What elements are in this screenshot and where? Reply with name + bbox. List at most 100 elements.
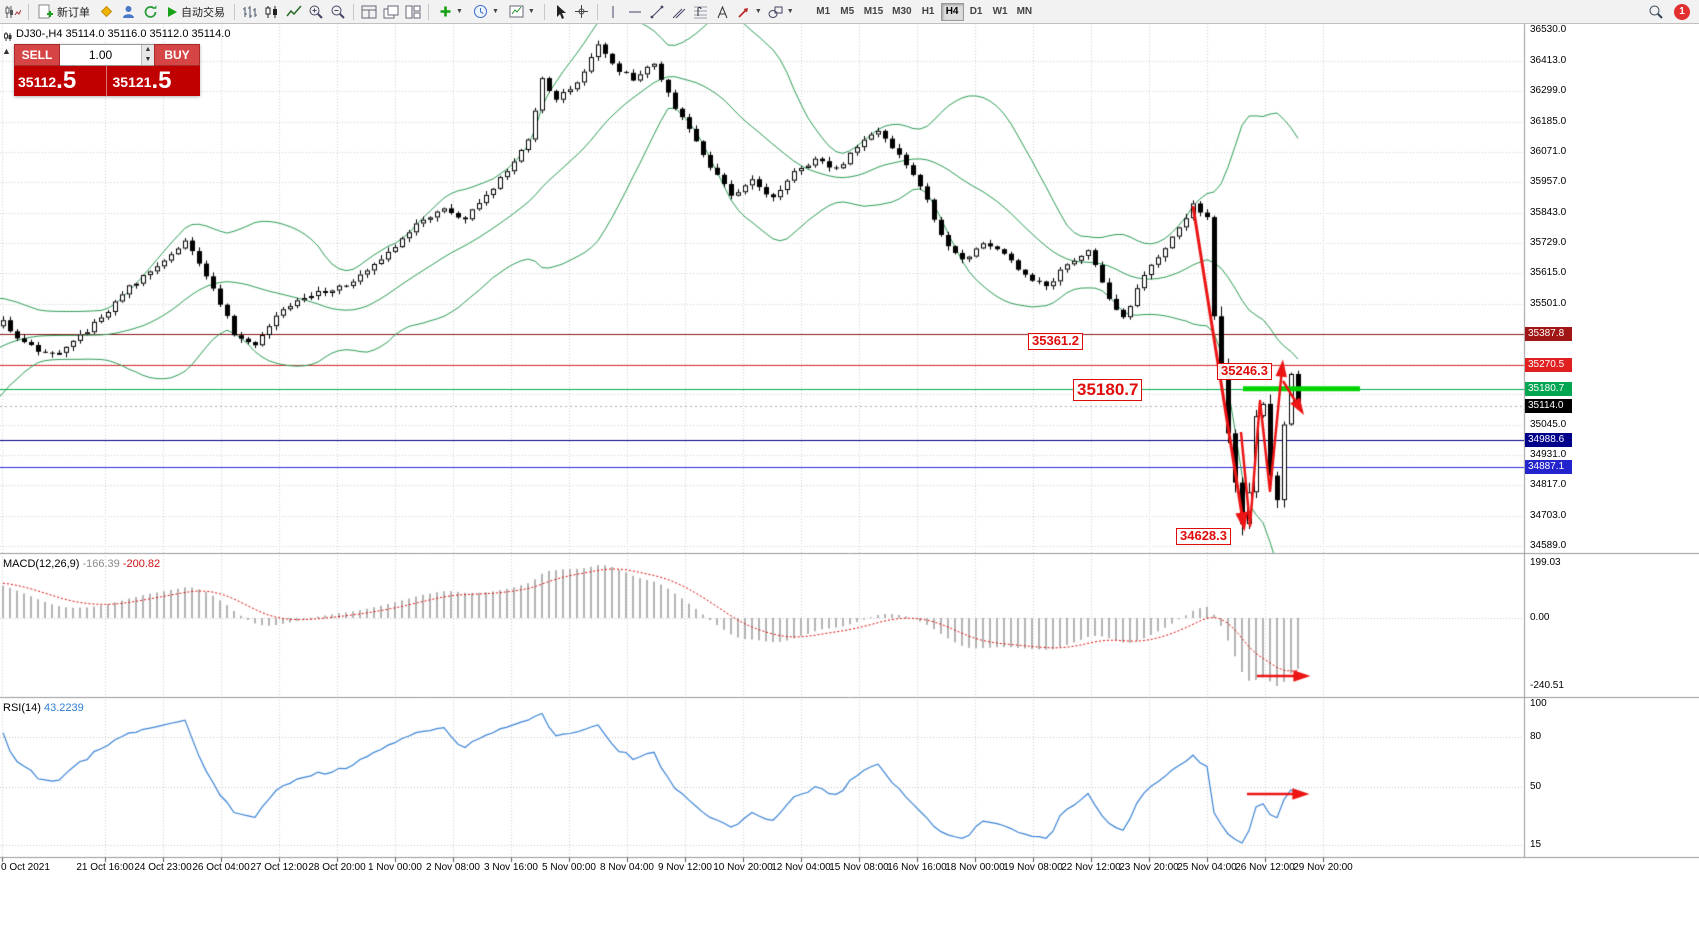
auto-trading-button[interactable]: 自动交易: [162, 2, 229, 22]
time-axis-label: 26 Oct 04:00: [192, 862, 250, 873]
market-icon[interactable]: [96, 2, 116, 22]
macd-indicator-label: MACD(12,26,9) -166.39 -200.82: [3, 558, 160, 570]
timeframe-mn-button[interactable]: MN: [1013, 3, 1037, 21]
separator: [28, 3, 29, 20]
one-click-collapse-icon[interactable]: ▲: [2, 46, 11, 56]
sell-price: 35112 .5: [14, 66, 106, 96]
time-axis-label: 23 Nov 20:00: [1119, 862, 1179, 873]
chart-title: DJ30-,H4 35114.0 35116.0 35112.0 35114.0: [16, 28, 231, 40]
price-level-tag: 34887.1: [1525, 459, 1572, 474]
channel-icon[interactable]: [669, 2, 689, 22]
text-tool-icon[interactable]: [713, 2, 733, 22]
sell-price-main: 35112: [18, 74, 57, 90]
crosshair-icon[interactable]: [572, 2, 592, 22]
template-icon: [509, 2, 524, 22]
clock-icon: [473, 2, 488, 22]
cascade-windows-icon[interactable]: [381, 2, 401, 22]
arrows-tool-button[interactable]: ▼: [735, 2, 764, 22]
rsi-axis-label: 50: [1530, 781, 1542, 792]
buy-price-fraction: .5: [151, 67, 172, 94]
price-axis[interactable]: 36530.0 36413.0 36299.0 36185.0 36071.0 35957…: [1524, 24, 1699, 858]
profile-icon[interactable]: [118, 2, 138, 22]
price-annotation[interactable]: 34628.3: [1176, 528, 1231, 545]
zoom-out-icon[interactable]: [328, 2, 348, 22]
community-icon[interactable]: [140, 2, 160, 22]
chevron-down-icon: ▼: [491, 8, 499, 15]
chart-window-icon[interactable]: [3, 2, 23, 22]
time-axis-label: 26 Nov 12:00: [1235, 862, 1295, 873]
time-axis[interactable]: 0 Oct 2021 21 Oct 16:00 24 Oct 23:00 26 Oct…: [0, 858, 1524, 878]
volume-up-button[interactable]: ▲: [142, 45, 154, 55]
price-axis-label: 36530.0: [1530, 24, 1567, 35]
timeframe-h1-button[interactable]: H1: [917, 3, 940, 21]
indicators-button[interactable]: ▼: [434, 2, 467, 22]
cursor-icon[interactable]: [550, 2, 570, 22]
vertical-line-icon[interactable]: [603, 2, 623, 22]
volume-down-button[interactable]: ▼: [142, 55, 154, 65]
rsi-axis-label: 80: [1530, 731, 1542, 742]
timeframe-m5-button[interactable]: M5: [836, 3, 859, 21]
periods-button[interactable]: ▼: [469, 2, 503, 22]
price-axis-label: 34589.0: [1530, 540, 1567, 551]
price-axis-label: 36185.0: [1530, 115, 1567, 127]
notification-badge[interactable]: 1: [1674, 3, 1690, 20]
horizontal-line-icon[interactable]: [625, 2, 645, 22]
fibonacci-icon[interactable]: [691, 2, 711, 22]
candlestick-chart-icon[interactable]: [262, 2, 282, 22]
auto-trading-label: 自动交易: [181, 6, 225, 19]
separator: [234, 3, 235, 20]
sell-button[interactable]: SELL: [14, 44, 60, 66]
chevron-down-icon: ▼: [456, 8, 463, 15]
one-click-trading-widget: SELL ▲ ▼ BUY 35112 .5 35121 .5: [14, 44, 200, 96]
price-axis-label: 34703.0: [1530, 509, 1567, 521]
time-axis-label: 22 Nov 12:00: [1061, 862, 1121, 873]
timeframe-d1-button[interactable]: D1: [965, 3, 988, 21]
timeframe-m15-button[interactable]: M15: [860, 3, 887, 21]
timeframe-m1-button[interactable]: M1: [812, 3, 835, 21]
time-axis-label: 5 Nov 00:00: [542, 862, 596, 873]
zoom-in-icon[interactable]: [306, 2, 326, 22]
time-axis-label: 2 Nov 08:00: [426, 862, 480, 873]
chevron-down-icon: ▼: [786, 8, 794, 15]
separator: [353, 3, 354, 20]
time-axis-label: 15 Nov 08:00: [829, 862, 889, 873]
price-axis-label: 35501.0: [1530, 297, 1567, 309]
trade-prices-row: 35112 .5 35121 .5: [14, 66, 200, 96]
timeframe-w1-button[interactable]: W1: [989, 3, 1012, 21]
macd-name: MACD(12,26,9): [3, 558, 80, 570]
price-level-tag: 35270.5: [1525, 357, 1572, 372]
auto-trading-icon: [166, 2, 178, 22]
toolbar: 新订单 自动交易 ▼: [0, 0, 1699, 24]
separator: [428, 3, 429, 20]
rsi-axis-label: 15: [1530, 839, 1542, 850]
new-chart-window-icon[interactable]: [359, 2, 379, 22]
line-chart-icon[interactable]: [284, 2, 304, 22]
time-axis-label: 24 Oct 23:00: [134, 862, 192, 873]
toolbar-right-group: 1: [1646, 2, 1696, 22]
price-annotation[interactable]: 35246.3: [1217, 363, 1272, 380]
rsi-indicator-label: RSI(14) 43.2239: [3, 702, 84, 714]
price-axis-label: 36413.0: [1530, 55, 1567, 67]
buy-price-main: 35121: [112, 74, 152, 90]
symbol-icon: [3, 29, 13, 47]
volume-input[interactable]: [60, 45, 141, 65]
timeframe-h4-button[interactable]: H4: [940, 2, 964, 21]
buy-button[interactable]: BUY: [154, 44, 200, 66]
time-axis-label: 3 Nov 16:00: [484, 862, 538, 873]
shapes-tool-button[interactable]: ▼: [766, 2, 796, 22]
bar-chart-icon[interactable]: [240, 2, 260, 22]
price-axis-label: 35729.0: [1530, 236, 1567, 248]
timeframe-m30-button[interactable]: M30: [888, 3, 915, 21]
time-axis-label: 27 Oct 12:00: [250, 862, 308, 873]
new-order-button[interactable]: 新订单: [34, 2, 94, 22]
price-level-tag: 35387.8: [1525, 326, 1572, 341]
search-icon[interactable]: [1646, 2, 1666, 22]
timeframe-group: M1 M5 M15 M30 H1 H4 D1 W1 MN: [812, 2, 1037, 21]
tile-windows-icon[interactable]: [403, 2, 423, 22]
time-axis-label: 10 Nov 20:00: [713, 862, 773, 873]
trendline-icon[interactable]: [647, 2, 667, 22]
template-button[interactable]: ▼: [505, 2, 539, 22]
price-annotation[interactable]: 35180.7: [1073, 379, 1143, 401]
price-annotation[interactable]: 35361.2: [1028, 333, 1083, 350]
